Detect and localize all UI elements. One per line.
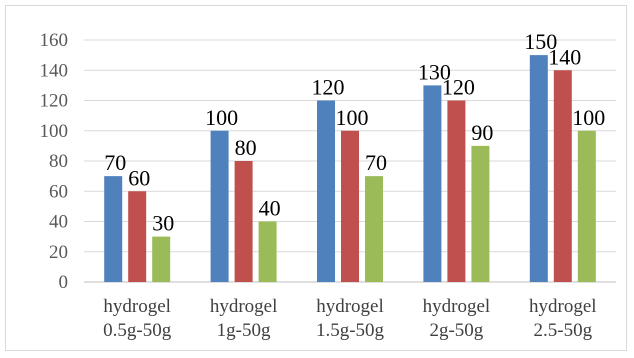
y-tick-label: 160 xyxy=(40,30,69,51)
y-tick-label: 140 xyxy=(40,60,69,81)
x-tick-label: 2.5-50g xyxy=(534,320,593,341)
data-label: 120 xyxy=(312,75,345,100)
data-label: 70 xyxy=(104,150,126,175)
data-label: 100 xyxy=(572,105,605,130)
y-tick-label: 100 xyxy=(40,121,69,142)
bar xyxy=(258,221,277,282)
bar xyxy=(317,100,335,282)
data-label: 130 xyxy=(418,59,451,84)
bar xyxy=(447,100,466,282)
bar xyxy=(210,130,229,282)
bar xyxy=(104,176,123,282)
bar xyxy=(341,130,359,282)
bar xyxy=(365,176,383,282)
bar xyxy=(234,161,253,282)
bar xyxy=(471,145,490,282)
bar xyxy=(529,55,548,282)
y-tick-label: 20 xyxy=(49,242,68,263)
y-tick-label: 60 xyxy=(49,181,68,202)
x-axis: hydrogel 0.5g-50g hydrogel 1g-50g hydrogel 1.… xyxy=(103,296,596,341)
bar xyxy=(577,130,596,282)
data-label: 150 xyxy=(524,29,557,54)
x-tick-label: 2g-50g xyxy=(429,320,483,341)
x-tick-label: hydrogel xyxy=(316,296,384,317)
x-tick-label: hydrogel xyxy=(103,296,171,317)
bar xyxy=(128,191,147,282)
data-label: 90 xyxy=(471,120,493,145)
bar xyxy=(152,236,171,282)
bar xyxy=(423,85,442,282)
data-label: 30 xyxy=(152,211,174,236)
x-tick-label: hydrogel xyxy=(529,296,597,317)
data-label: 120 xyxy=(442,75,475,100)
y-tick-label: 120 xyxy=(40,91,69,112)
data-label: 70 xyxy=(365,150,387,175)
y-tick-label: 0 xyxy=(59,272,69,293)
x-tick-label: hydrogel xyxy=(423,296,491,317)
x-tick-label: 1.5g-50g xyxy=(316,320,385,341)
data-label: 40 xyxy=(259,196,281,221)
data-label: 80 xyxy=(235,135,257,160)
x-tick-label: hydrogel xyxy=(210,296,278,317)
x-tick-label: 1g-50g xyxy=(217,320,271,341)
bar xyxy=(553,70,572,282)
data-label: 140 xyxy=(548,44,581,69)
y-axis: 0 20 40 60 80 100 120 140 160 xyxy=(40,30,69,293)
bars xyxy=(104,55,596,282)
y-tick-label: 40 xyxy=(49,212,68,233)
data-label: 60 xyxy=(128,165,150,190)
data-label: 100 xyxy=(205,105,238,130)
data-label: 100 xyxy=(336,105,369,130)
y-tick-label: 80 xyxy=(49,151,68,172)
x-tick-label: 0.5g-50g xyxy=(103,320,172,341)
